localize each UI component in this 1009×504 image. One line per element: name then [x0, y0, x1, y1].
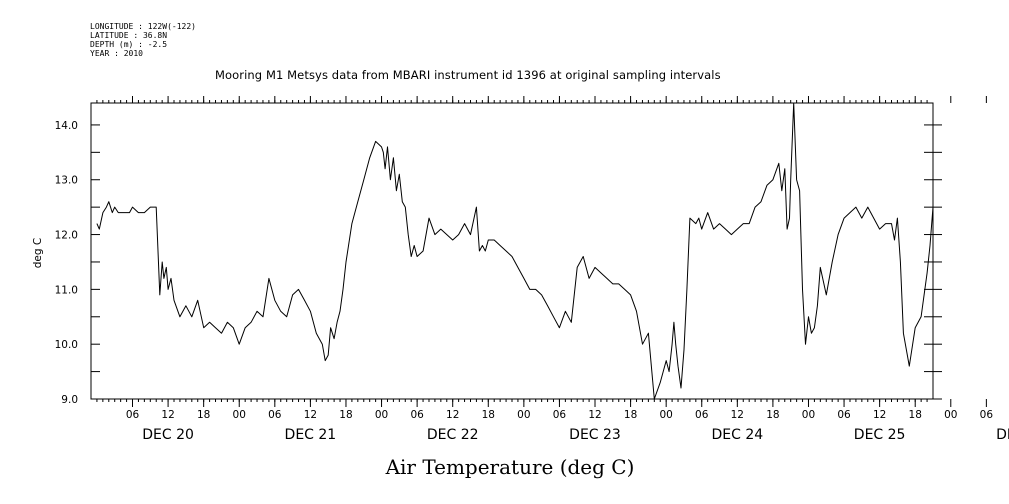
air-temperature-series-line [96, 102, 934, 400]
x-tick-label: 06 [553, 409, 567, 421]
x-tick-label: 06 [126, 409, 140, 421]
x-tick-label: 12 [161, 409, 174, 421]
longitude-label: LONGITUDE : 122W(-122) [90, 22, 196, 31]
day-label: DEC 21 [285, 427, 337, 443]
x-tick-label: 06 [837, 409, 851, 421]
x-tick-label: 00 [802, 409, 815, 421]
x-tick-label: 12 [304, 409, 317, 421]
x-tick-label: 06 [695, 409, 709, 421]
x-tick-label: 06 [980, 409, 994, 421]
plot-area: 06 12 18 00 06 12 18 00 06 12 18 00 06 12 18 00 06 12 18 00… [32, 96, 1009, 443]
latitude-label: LATITUDE : 36.8N [90, 31, 168, 40]
x-tick-label: 06 [268, 409, 282, 421]
y-tick-label: 13.0 [55, 175, 78, 187]
year-label: YEAR : 2010 [90, 49, 143, 58]
y-tick-label: 12.0 [55, 230, 78, 242]
x-tick-label: 18 [624, 409, 637, 421]
x-tick-label: 00 [659, 409, 672, 421]
y-tick-label: 10.0 [55, 339, 78, 351]
day-label: DEC 26 [996, 427, 1009, 443]
y-tick-label: 14.0 [55, 120, 78, 132]
x-tick-label: 00 [375, 409, 388, 421]
y-tick-label: 11.0 [55, 284, 78, 296]
day-label: DEC 23 [569, 427, 621, 443]
x-tick-label: 00 [944, 409, 957, 421]
x-tick-label: 12 [731, 409, 744, 421]
x-tick-label: 18 [339, 409, 352, 421]
x-tick-label: 18 [482, 409, 495, 421]
x-tick-label: 00 [517, 409, 530, 421]
chart-title: Mooring M1 Metsys data from MBARI instru… [215, 68, 721, 82]
day-label: DEC 25 [854, 427, 906, 443]
plot-frame [90, 102, 934, 400]
x-tick-label: 12 [588, 409, 601, 421]
day-label: DEC 20 [142, 427, 194, 443]
x-tick-label: 06 [410, 409, 424, 421]
x-tick-label: 00 [233, 409, 246, 421]
x-tick-label: 18 [197, 409, 210, 421]
x-axis-caption: Air Temperature (deg C) [385, 455, 635, 479]
depth-label: DEPTH (m) : -2.5 [90, 40, 168, 49]
x-tick-label: 12 [446, 409, 459, 421]
day-label: DEC 22 [427, 427, 479, 443]
day-label: DEC 24 [711, 427, 763, 443]
x-tick-label: 18 [766, 409, 779, 421]
x-tick-label: 18 [909, 409, 922, 421]
x-tick-label: 12 [873, 409, 886, 421]
y-axis-label: deg C [32, 238, 44, 268]
y-tick-label: 9.0 [61, 394, 78, 406]
